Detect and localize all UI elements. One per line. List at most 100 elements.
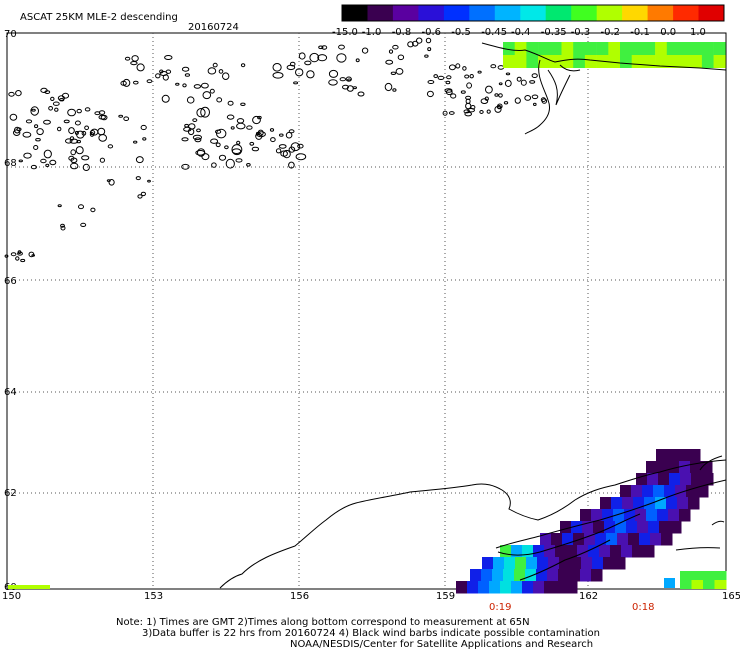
data-cell: [661, 533, 673, 546]
lake-outline: [140, 191, 146, 197]
data-cell: [631, 55, 644, 68]
colorbar-label: -0.2: [601, 27, 621, 38]
lake-outline: [529, 80, 536, 84]
data-cell: [701, 461, 713, 474]
lake-outline: [155, 73, 161, 79]
lake-outline: [384, 82, 393, 92]
lake-outline: [295, 68, 304, 77]
lake-outline: [45, 163, 50, 167]
lake-outline: [328, 79, 338, 86]
data-cell: [690, 42, 703, 55]
data-cell: [588, 545, 600, 558]
lake-outline: [357, 91, 365, 97]
lake-outline: [425, 37, 432, 44]
lake-outline: [433, 74, 439, 79]
lake-outline: [8, 91, 15, 97]
colorbar-label: -15.0: [332, 27, 358, 38]
lake-outline: [70, 157, 78, 164]
colorbar-swatch: [571, 5, 598, 21]
lake-outline: [395, 68, 404, 75]
time-label: 0:19: [489, 602, 511, 613]
lake-outline: [293, 81, 299, 85]
data-cell: [690, 55, 703, 68]
data-cell: [566, 581, 578, 594]
lake-outline: [175, 82, 180, 86]
lake-outline: [497, 65, 505, 70]
data-cell: [642, 485, 654, 498]
data-cell: [493, 557, 505, 570]
note-line-2: 3)Data buffer is 22 hrs from 20160724 4)…: [142, 628, 600, 639]
lake-outline: [361, 47, 369, 54]
lake-outline: [31, 254, 36, 257]
data-cell: [677, 497, 689, 510]
map-frame: [6, 32, 727, 590]
data-cell: [558, 569, 570, 582]
lake-outline: [196, 128, 201, 133]
lake-outline: [35, 138, 41, 142]
lake-outline: [252, 115, 261, 125]
lake-outline: [531, 73, 538, 78]
data-cell: [644, 497, 656, 510]
lake-outline: [442, 110, 448, 116]
lake-outline: [161, 94, 170, 103]
colorbar-label: 0.0: [660, 27, 676, 38]
data-cell: [679, 509, 691, 522]
data-cell: [500, 581, 512, 594]
data-cell: [536, 569, 548, 582]
lake-outline: [90, 207, 96, 213]
lake-outline: [76, 130, 85, 139]
lake-outline: [14, 126, 21, 134]
data-cell: [569, 569, 581, 582]
colorbar-label: -0.8: [392, 27, 412, 38]
data-cell: [688, 497, 700, 510]
lake-outline: [236, 118, 245, 124]
lake-outline: [108, 179, 115, 186]
lake-outline: [531, 94, 539, 100]
lake-outline: [479, 110, 484, 114]
data-cell: [614, 557, 626, 570]
lake-outline: [339, 77, 346, 82]
colorbar-swatch: [494, 5, 521, 21]
map-date: 20160724: [188, 22, 239, 33]
colorbar-label: -0.3: [571, 27, 591, 38]
data-cell: [621, 545, 633, 558]
lon-label: 153: [144, 591, 163, 602]
lake-outline: [466, 82, 473, 89]
data-cell: [8, 585, 50, 589]
lake-outline: [78, 204, 84, 210]
lake-outline: [17, 250, 22, 255]
lake-outline: [269, 128, 275, 132]
lake-outline: [34, 124, 39, 129]
data-cell: [691, 580, 704, 589]
data-cell: [635, 509, 647, 522]
data-cell: [714, 580, 727, 589]
wind-data-cells: [8, 42, 727, 594]
lake-outline: [496, 105, 502, 110]
data-cell: [538, 42, 551, 55]
data-cell: [584, 42, 597, 55]
data-cell: [620, 485, 632, 498]
data-cell: [511, 581, 523, 594]
lake-outline: [218, 69, 224, 74]
data-cell: [573, 42, 586, 55]
data-cell: [577, 545, 589, 558]
lake-outline: [97, 127, 106, 136]
data-cell: [503, 55, 515, 68]
lake-outline: [80, 222, 87, 227]
data-cell: [617, 533, 629, 546]
lat-label: 66: [4, 276, 17, 287]
lake-outline: [61, 92, 70, 99]
data-cell: [580, 509, 592, 522]
data-cell: [582, 521, 594, 534]
lake-outline: [181, 163, 190, 170]
colorbar-swatch: [596, 5, 623, 21]
data-cell: [600, 497, 612, 510]
lake-outline: [68, 127, 75, 135]
data-cell: [628, 533, 640, 546]
lake-outline: [193, 84, 202, 89]
lake-outline: [196, 108, 206, 118]
colorbar-swatch: [392, 5, 419, 21]
data-cell: [611, 497, 623, 510]
lat-label: 68: [4, 158, 17, 169]
data-cell: [584, 533, 596, 546]
